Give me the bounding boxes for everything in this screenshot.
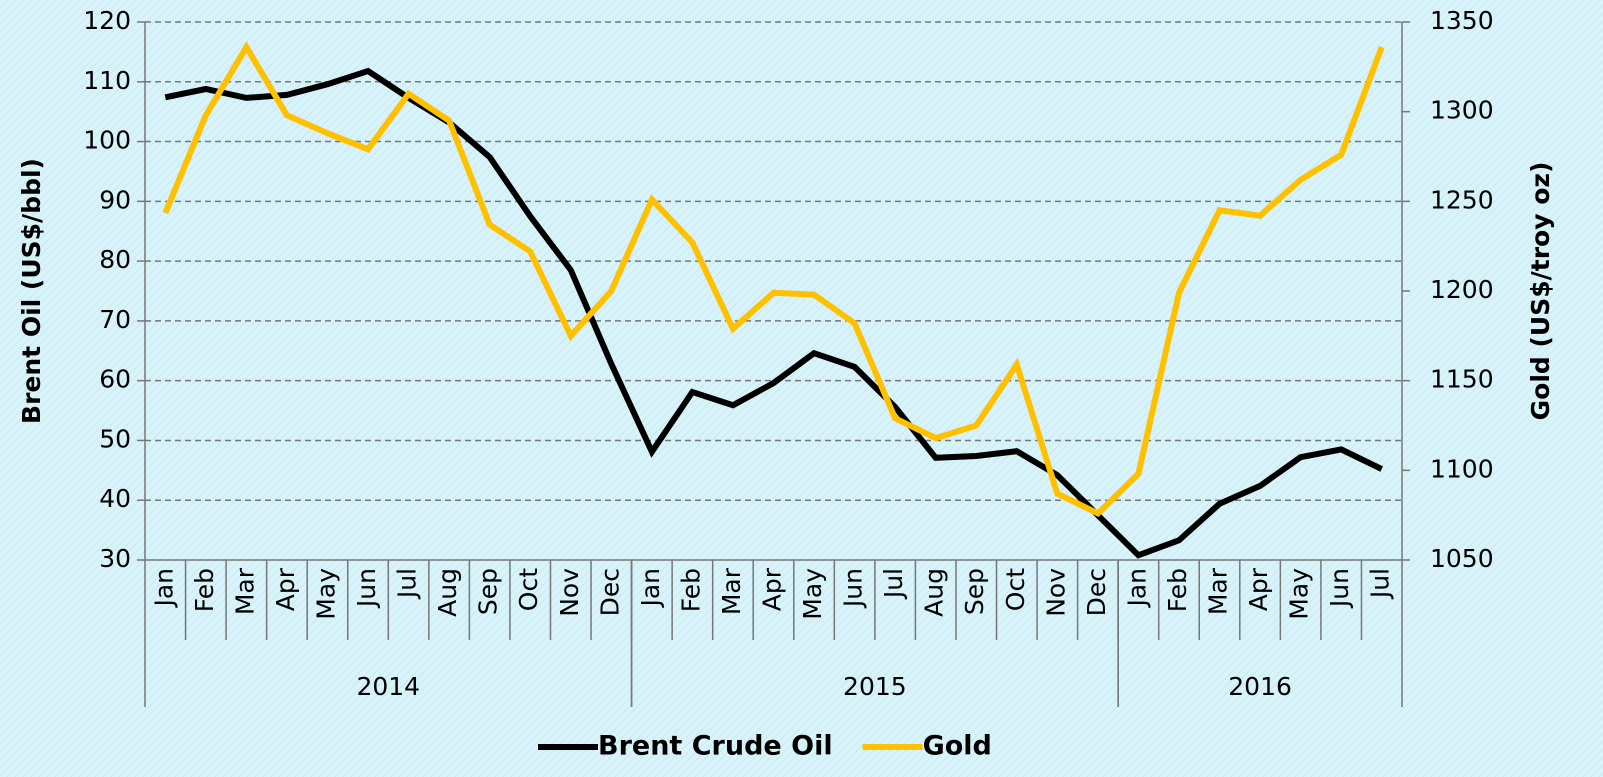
x-tick-label: May xyxy=(311,568,340,620)
x-tick-label: Dec xyxy=(595,568,624,616)
y2-tick-label: 1100 xyxy=(1430,454,1494,483)
x-tick-label: Jun xyxy=(839,568,868,609)
y-tick-label: 100 xyxy=(83,126,131,155)
legend-label: Gold xyxy=(923,731,992,762)
x-tick-label: Dec xyxy=(1082,568,1111,616)
x-tick-label: Feb xyxy=(676,568,705,612)
y-tick-label: 50 xyxy=(99,424,131,453)
x-tick-label: Nov xyxy=(555,568,584,617)
x-tick-label: Apr xyxy=(758,567,787,611)
group-label: 2016 xyxy=(1228,672,1292,701)
y2-tick-label: 1050 xyxy=(1430,544,1494,573)
x-tick-label: Mar xyxy=(1204,567,1233,615)
y2-tick-label: 1300 xyxy=(1430,96,1494,125)
x-tick-label: Jan xyxy=(149,568,178,609)
y2-axis-title: Gold (US$/troy oz) xyxy=(1526,162,1555,421)
series-line xyxy=(164,67,1384,559)
series-line xyxy=(162,41,1385,518)
legend-label: Brent Crude Oil xyxy=(598,731,833,762)
y2-tick-label: 1250 xyxy=(1430,185,1494,214)
y-tick-label: 30 xyxy=(99,544,131,573)
x-tick-label: Jul xyxy=(1366,568,1395,600)
y2-tick-label: 1350 xyxy=(1430,6,1494,35)
group-label: 2015 xyxy=(843,672,907,701)
x-tick-label: Sep xyxy=(960,568,989,615)
y-tick-label: 80 xyxy=(99,245,131,274)
x-tick-label: Jul xyxy=(393,568,422,600)
x-tick-label: Nov xyxy=(1041,568,1070,617)
x-tick-label: Oct xyxy=(514,568,543,611)
y-tick-label: 110 xyxy=(83,66,131,95)
x-tick-label: Jan xyxy=(636,568,665,609)
y-tick-label: 60 xyxy=(99,365,131,394)
x-tick-label: Sep xyxy=(474,568,503,615)
x-tick-label: Jun xyxy=(352,568,381,609)
y-tick-label: 120 xyxy=(83,6,131,35)
x-tick-label: Jun xyxy=(1325,568,1354,609)
x-tick-label: May xyxy=(798,568,827,620)
x-tick-label: Apr xyxy=(271,567,300,611)
x-tick-label: Jan xyxy=(1122,568,1151,609)
x-tick-label: May xyxy=(1285,568,1314,620)
y2-tick-label: 1150 xyxy=(1430,365,1494,394)
y-axis-title: Brent Oil (US$/bbl) xyxy=(17,158,46,424)
x-tick-label: Jul xyxy=(879,568,908,600)
group-label: 2014 xyxy=(356,672,420,701)
y-tick-label: 40 xyxy=(99,484,131,513)
x-tick-label: Feb xyxy=(190,568,219,612)
x-tick-label: Aug xyxy=(433,568,462,617)
y2-tick-label: 1200 xyxy=(1430,275,1494,304)
x-tick-label: Apr xyxy=(1244,567,1273,611)
x-tick-label: Aug xyxy=(920,568,949,617)
y-tick-label: 90 xyxy=(99,185,131,214)
x-tick-label: Oct xyxy=(1001,568,1030,611)
x-tick-label: Mar xyxy=(230,567,259,615)
x-tick-label: Feb xyxy=(1163,568,1192,612)
y-tick-label: 70 xyxy=(99,305,131,334)
x-tick-label: Mar xyxy=(717,567,746,615)
